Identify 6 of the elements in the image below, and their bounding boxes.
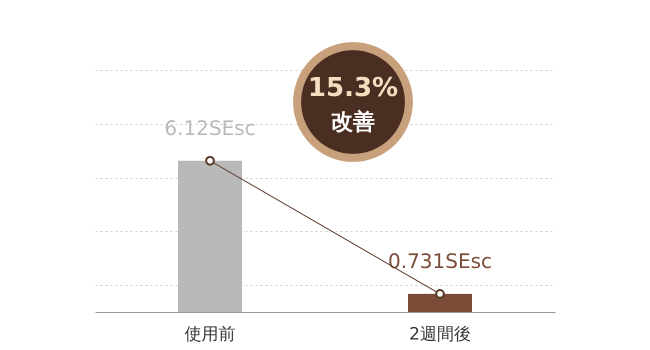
x-tick-label: 使用前 [184, 324, 236, 344]
data-label: 6.12SEsc [164, 116, 256, 140]
text: 15.3% [308, 73, 398, 103]
x-tick-label: 2週間後 [409, 324, 471, 344]
data-label: 0.731SEsc [388, 248, 492, 273]
text: 改善 [331, 109, 375, 135]
